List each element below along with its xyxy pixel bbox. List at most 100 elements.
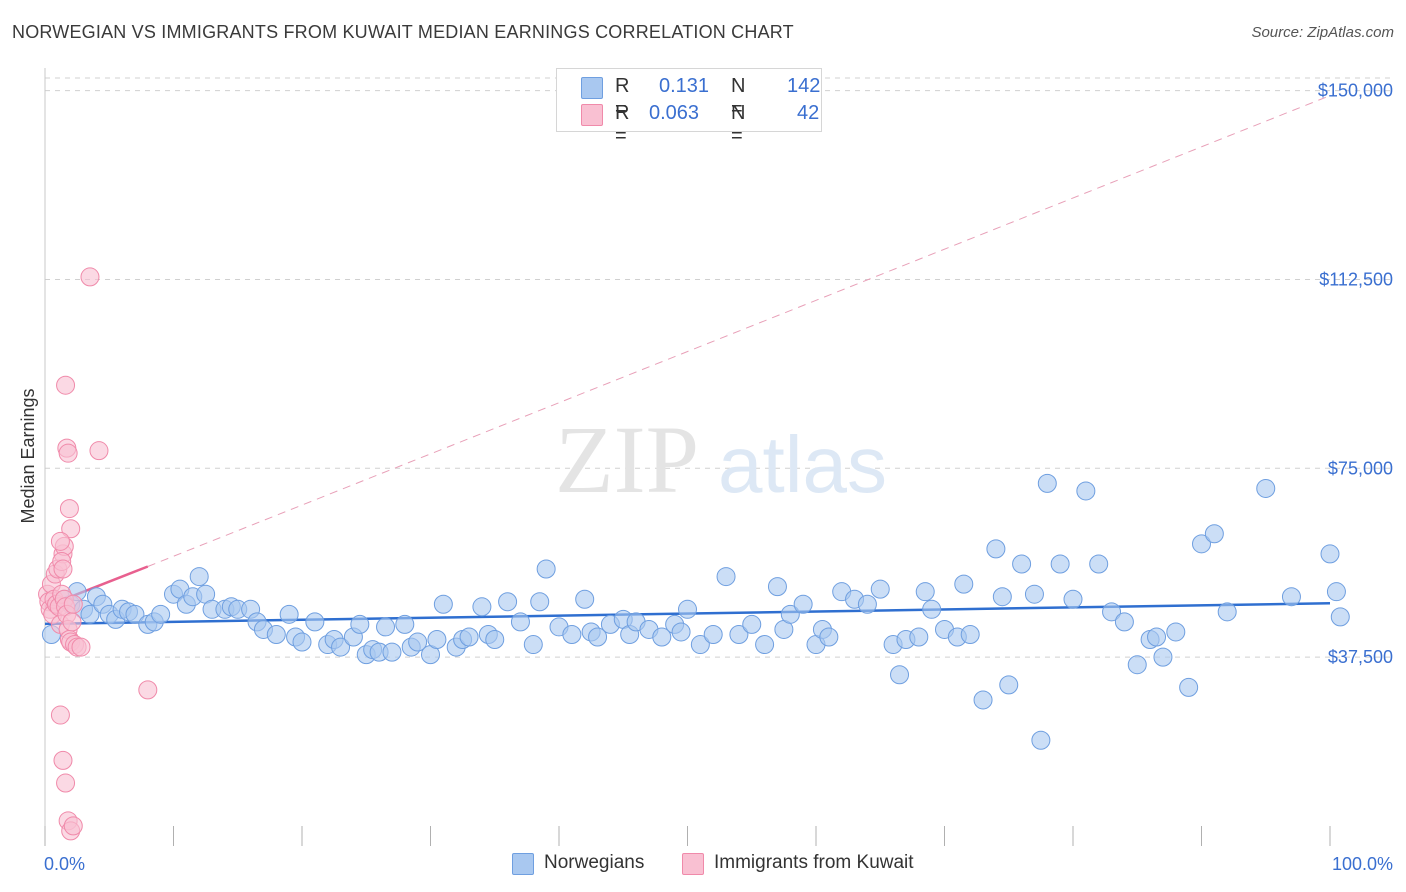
norwegian-point bbox=[1281, 587, 1301, 607]
norwegian-point bbox=[1089, 554, 1109, 574]
norwegian-point bbox=[716, 567, 736, 587]
norwegian-point bbox=[459, 627, 479, 647]
legend-n-label: N = bbox=[731, 75, 746, 120]
norwegian-point bbox=[498, 592, 518, 612]
norwegian-point bbox=[472, 597, 492, 617]
legend-swatch-kuwait bbox=[581, 104, 603, 126]
norwegian-point bbox=[382, 642, 402, 662]
norwegian-point bbox=[1114, 612, 1134, 632]
legend-n-value: 42 bbox=[797, 102, 820, 124]
legend-r-label: R = bbox=[615, 75, 630, 120]
norwegian-point bbox=[562, 624, 582, 644]
norwegian-point bbox=[819, 627, 839, 647]
norwegian-point bbox=[125, 604, 145, 624]
legend-n-label: N = bbox=[731, 102, 746, 147]
y-tick-label: $150,000 bbox=[1318, 81, 1393, 101]
y-tick-label: $37,500 bbox=[1328, 647, 1393, 667]
norwegian-point bbox=[1037, 473, 1057, 493]
norwegian-point bbox=[1024, 584, 1044, 604]
norwegian-point bbox=[1063, 589, 1083, 609]
kuwait-point bbox=[56, 773, 76, 793]
watermark-zip: ZIP bbox=[555, 406, 699, 513]
x-tick-label: 100.0% bbox=[1332, 854, 1393, 874]
kuwait-point bbox=[59, 499, 79, 519]
norwegian-point bbox=[1031, 730, 1051, 750]
chart-source: Source: ZipAtlas.com bbox=[1251, 24, 1394, 41]
kuwait-point bbox=[53, 559, 73, 579]
y-tick-labels: $37,500 $75,000 $112,500 $150,000 bbox=[1318, 81, 1393, 668]
norwegian-point bbox=[703, 624, 723, 644]
norwegian-point bbox=[857, 594, 877, 614]
kuwait-point bbox=[50, 531, 70, 551]
kuwait-point bbox=[62, 612, 82, 632]
norwegian-point bbox=[279, 604, 299, 624]
norwegian-point bbox=[973, 690, 993, 710]
norwegian-point bbox=[1012, 554, 1032, 574]
kuwait-trend-extension bbox=[147, 95, 1331, 567]
kuwait-point bbox=[71, 637, 91, 657]
norwegian-point bbox=[536, 559, 556, 579]
norwegian-point bbox=[678, 599, 697, 619]
norwegian-point bbox=[1050, 554, 1070, 574]
x-tick-labels: 0.0% 100.0% bbox=[44, 854, 1393, 874]
axes bbox=[44, 68, 1331, 846]
norwegian-point bbox=[992, 587, 1012, 607]
norwegian-point bbox=[1326, 582, 1346, 602]
y-axis-label: Median Earnings bbox=[18, 388, 38, 523]
legend-r-label: R = bbox=[615, 102, 630, 147]
norwegian-point bbox=[305, 612, 325, 632]
norwegian-point bbox=[909, 627, 929, 647]
norwegian-point bbox=[960, 624, 980, 644]
watermark-atlas: atlas bbox=[718, 420, 887, 509]
norwegian-point bbox=[690, 635, 710, 655]
norwegian-point bbox=[350, 614, 370, 634]
kuwait-point bbox=[53, 750, 73, 770]
norwegian-point bbox=[954, 574, 974, 594]
legend-r-value: 0.131 bbox=[659, 75, 710, 97]
y-tick-label: $75,000 bbox=[1328, 458, 1393, 478]
norwegian-point bbox=[485, 630, 505, 650]
kuwait-point bbox=[138, 680, 158, 700]
kuwait-point bbox=[63, 594, 83, 614]
legend-swatch-norwegians bbox=[581, 77, 603, 99]
norwegian-point bbox=[408, 632, 428, 652]
kuwait-point bbox=[50, 705, 70, 725]
norwegian-point bbox=[890, 665, 910, 685]
norwegian-point bbox=[588, 627, 608, 647]
norwegian-point bbox=[395, 614, 415, 634]
norwegian-point bbox=[870, 579, 890, 599]
norwegian-point bbox=[530, 592, 550, 612]
norwegian-point bbox=[915, 582, 935, 602]
norwegian-point bbox=[1179, 677, 1199, 697]
norwegian-point bbox=[1204, 524, 1224, 544]
kuwait-point bbox=[58, 443, 78, 463]
norwegian-point bbox=[523, 635, 543, 655]
kuwait-point bbox=[56, 375, 76, 395]
norwegian-point bbox=[922, 599, 942, 619]
norwegian-point bbox=[151, 604, 171, 624]
kuwait-point bbox=[80, 267, 100, 287]
legend-n-value: 142 bbox=[787, 75, 821, 97]
norwegian-point bbox=[767, 577, 787, 597]
data-points bbox=[38, 267, 1350, 841]
norwegian-point bbox=[266, 624, 286, 644]
norwegian-point bbox=[292, 632, 312, 652]
chart-title: NORWEGIAN VS IMMIGRANTS FROM KUWAIT MEDI… bbox=[12, 22, 794, 42]
norwegian-point bbox=[671, 622, 691, 642]
trend-lines bbox=[44, 95, 1331, 626]
kuwait-point bbox=[61, 519, 81, 539]
x-tick-label: 0.0% bbox=[44, 854, 85, 874]
norwegian-point bbox=[1217, 602, 1237, 622]
norwegian-point bbox=[427, 630, 447, 650]
norwegian-point bbox=[999, 675, 1019, 695]
watermark: ZIP atlas bbox=[555, 406, 887, 513]
norwegian-point bbox=[331, 637, 351, 657]
norwegian-point bbox=[729, 624, 749, 644]
norwegian-point bbox=[780, 604, 800, 624]
kuwait-point bbox=[63, 816, 83, 836]
norwegian-point bbox=[742, 614, 762, 634]
norwegian-point bbox=[1076, 481, 1096, 501]
norwegian-point bbox=[1256, 478, 1276, 498]
norwegian-point bbox=[1147, 627, 1167, 647]
norwegian-point bbox=[1153, 647, 1173, 667]
